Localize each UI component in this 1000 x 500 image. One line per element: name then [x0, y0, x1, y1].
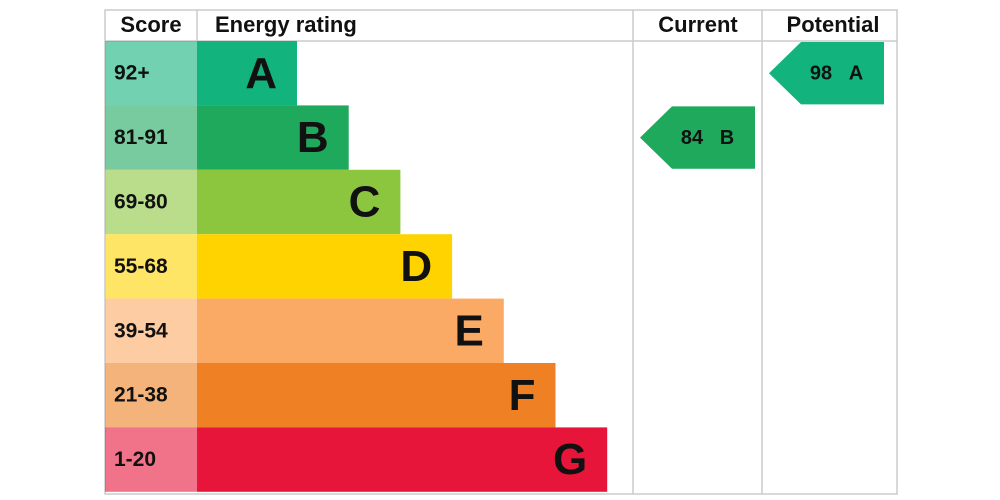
- rating-letter: G: [553, 435, 587, 484]
- score-cell: [105, 41, 197, 106]
- rating-letter: C: [349, 178, 381, 227]
- score-cell: [105, 169, 197, 235]
- rating-letter: A: [245, 49, 277, 98]
- current-arrow: [640, 106, 755, 169]
- potential-arrow: [769, 42, 884, 105]
- score-cell: [105, 363, 197, 428]
- score-label: 39-54: [114, 319, 168, 342]
- potential-rating: A: [849, 62, 863, 84]
- score-cell: [105, 105, 197, 170]
- rating-bar: [197, 105, 349, 170]
- rating-letter: E: [454, 306, 483, 355]
- score-label: 1-20: [114, 448, 156, 471]
- rating-bar: [197, 41, 297, 106]
- rating-bar: [197, 234, 453, 299]
- score-label: 92+: [114, 62, 150, 85]
- header-score: Score: [120, 12, 181, 37]
- header-potential: Potential: [787, 12, 880, 37]
- current-value: 84: [681, 127, 704, 149]
- rating-bar: [197, 169, 401, 235]
- score-label: 81-91: [114, 126, 168, 149]
- current-rating: B: [720, 127, 734, 149]
- rating-bar: [197, 363, 556, 428]
- score-label: 21-38: [114, 384, 168, 407]
- rating-letter: F: [509, 371, 536, 420]
- rating-bar: [197, 298, 504, 363]
- header-energy-rating: Energy rating: [215, 12, 357, 37]
- rating-letter: B: [297, 113, 329, 162]
- header-current: Current: [658, 12, 738, 37]
- score-label: 55-68: [114, 255, 168, 278]
- rating-letter: D: [400, 242, 432, 291]
- score-label: 69-80: [114, 191, 168, 214]
- potential-value: 98: [810, 62, 832, 84]
- score-cell: [105, 298, 197, 363]
- score-cell: [105, 234, 197, 299]
- rating-bar: [197, 427, 608, 492]
- score-cell: [105, 427, 197, 492]
